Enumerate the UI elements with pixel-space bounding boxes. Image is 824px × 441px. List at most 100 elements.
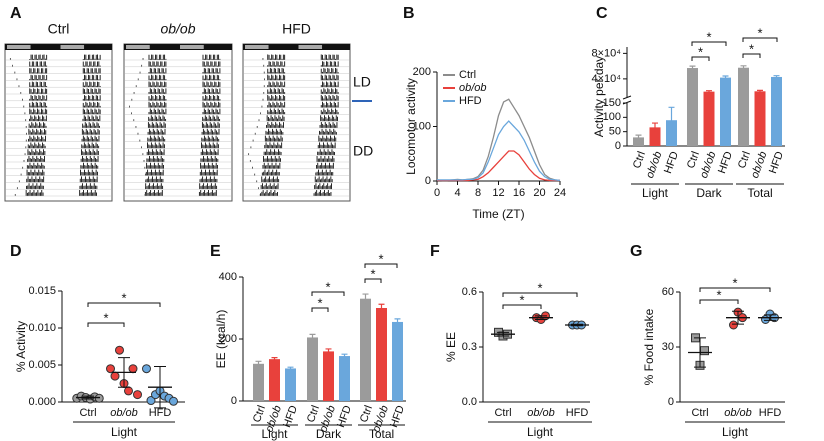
data-point (94, 393, 104, 403)
category-label: Ctrl (736, 150, 753, 170)
error-bar (341, 353, 348, 358)
axes (679, 292, 785, 403)
panel-letter: G (630, 243, 642, 260)
category-label: Ctrl (685, 150, 702, 170)
significance-bracket (502, 304, 542, 309)
group-label: Light (111, 425, 138, 439)
category-label: ob/ob (110, 407, 138, 419)
significance-label: * (537, 280, 542, 295)
category-label: Ctrl (358, 404, 375, 424)
bar (307, 337, 318, 401)
x-tick-label: 20 (533, 187, 545, 199)
significance-label: * (519, 292, 524, 307)
y-tick-label: 150 (603, 97, 621, 109)
x-tick-label: 12 (492, 187, 504, 199)
y-axis-label: Activity per day (592, 56, 606, 137)
x-axis-label: Time (ZT) (472, 207, 524, 221)
error-bar (689, 65, 696, 70)
x-tick-label: 24 (554, 187, 566, 199)
actogram-frame (123, 43, 233, 202)
bar (376, 308, 387, 401)
actogram-title: Ctrl (48, 21, 70, 37)
panel-letter: A (10, 5, 22, 22)
error-bar (309, 333, 316, 341)
y-tick-label: 0.000 (28, 396, 56, 408)
category-label: HFD (767, 150, 786, 175)
panel-letter: B (403, 5, 415, 22)
category-label: Ctrl (494, 407, 511, 419)
bar (269, 359, 280, 401)
significance-bracket (87, 322, 125, 327)
light-bar (298, 45, 323, 49)
dark-bar (124, 44, 232, 50)
axes (436, 72, 560, 182)
category-label: HFD (716, 150, 735, 175)
y-tick-label: 0 (231, 395, 237, 407)
data-point (110, 371, 120, 381)
panel-letter: F (430, 243, 440, 260)
y-tick-label: 0.005 (28, 359, 56, 371)
light-bar (180, 45, 204, 49)
data-point (729, 320, 738, 330)
phase-label: DD (353, 143, 373, 159)
y-axis-label: Locomotor activity (404, 78, 418, 175)
category-label: HFD (149, 407, 172, 419)
error-bar (325, 348, 332, 354)
actogram-frame (4, 43, 113, 202)
significance-bracket (691, 56, 710, 61)
category-label: HFD (759, 407, 782, 419)
dark-bar (5, 44, 112, 50)
panel-letter: C (596, 5, 608, 22)
light-bar (126, 45, 150, 49)
category-label: Ctrl (631, 150, 648, 170)
significance-label: * (706, 29, 711, 44)
series-line (437, 120, 561, 182)
significance-label: * (749, 41, 754, 56)
error-bar (740, 65, 747, 70)
significance-bracket (742, 37, 778, 42)
y-tick-label: 0.015 (28, 285, 56, 297)
x-tick-label: 4 (454, 187, 460, 199)
data-point (700, 346, 709, 356)
sd-bar (82, 395, 94, 400)
significance-bracket (699, 299, 739, 304)
error-bar (722, 75, 729, 80)
error-bar (757, 89, 763, 93)
significance-bracket (502, 292, 578, 297)
bar (339, 356, 350, 401)
significance-bracket (364, 278, 382, 283)
error-bar (287, 366, 294, 370)
error-bar (706, 90, 712, 93)
error-bar (378, 303, 385, 312)
data-point (142, 364, 151, 374)
sd-bar (571, 323, 583, 327)
x-tick-label: 0 (434, 187, 440, 199)
series-line (437, 150, 560, 182)
y-tick-label: 400 (219, 271, 237, 283)
bar (649, 127, 661, 146)
y-tick-label: 200 (219, 333, 237, 345)
error-bar (394, 318, 401, 326)
sd-bar (764, 314, 776, 321)
data-point (133, 390, 142, 400)
y-tick-label: 0 (425, 175, 431, 187)
data-point (106, 364, 115, 374)
actogram-frame (242, 43, 351, 202)
group-label: Light (527, 425, 554, 439)
legend-label: HFD (459, 95, 482, 107)
significance-label: * (325, 279, 330, 294)
y-tick-label: 50 (609, 126, 621, 138)
significance-label: * (716, 287, 721, 302)
y-tick-label: 0.6 (462, 286, 477, 298)
category-label: ob/ob (724, 407, 752, 419)
x-tick-label: 8 (475, 187, 481, 199)
group-label: Dark (696, 186, 722, 200)
legend-label: Ctrl (459, 69, 476, 81)
significance-label: * (378, 251, 383, 266)
y-axis-label: % EE (444, 332, 458, 362)
bar (633, 137, 644, 146)
y-tick-label: 0.3 (462, 341, 477, 353)
bar (738, 67, 749, 146)
category-label: HFD (662, 150, 681, 175)
light-bar (7, 45, 31, 49)
